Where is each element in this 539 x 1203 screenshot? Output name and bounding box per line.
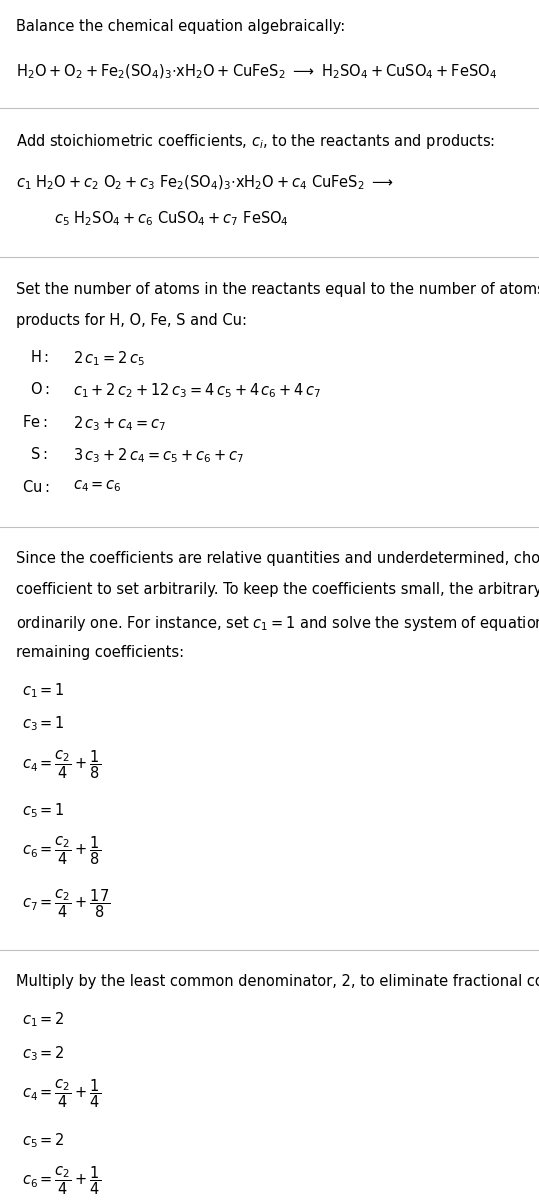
Text: $c_5 = 1$: $c_5 = 1$ [22,801,64,820]
Text: $\mathrm{O:}$: $\mathrm{O:}$ [30,381,49,397]
Text: $c_5 = 2$: $c_5 = 2$ [22,1131,64,1150]
Text: $3\,c_3 + 2\,c_4 = c_5 + c_6 + c_7$: $3\,c_3 + 2\,c_4 = c_5 + c_6 + c_7$ [73,446,244,466]
Text: coefficient to set arbitrarily. To keep the coefficients small, the arbitrary va: coefficient to set arbitrarily. To keep … [16,582,539,597]
Text: Balance the chemical equation algebraically:: Balance the chemical equation algebraica… [16,19,345,34]
Text: $2\,c_1 = 2\,c_5$: $2\,c_1 = 2\,c_5$ [73,349,145,368]
Text: Add stoichiometric coefficients, $c_i$, to the reactants and products:: Add stoichiometric coefficients, $c_i$, … [16,132,495,152]
Text: $c_3 = 2$: $c_3 = 2$ [22,1044,64,1063]
Text: remaining coefficients:: remaining coefficients: [16,645,184,659]
Text: Set the number of atoms in the reactants equal to the number of atoms in the: Set the number of atoms in the reactants… [16,282,539,296]
Text: $c_5\ \mathrm{H_2SO_4} + c_6\ \mathrm{CuSO_4} + c_7\ \mathrm{FeSO_4}$: $c_5\ \mathrm{H_2SO_4} + c_6\ \mathrm{Cu… [54,209,289,229]
Text: $2\,c_3 + c_4 = c_7$: $2\,c_3 + c_4 = c_7$ [73,414,166,433]
Text: $c_4 = \dfrac{c_2}{4} + \dfrac{1}{4}$: $c_4 = \dfrac{c_2}{4} + \dfrac{1}{4}$ [22,1078,101,1110]
Text: Since the coefficients are relative quantities and underdetermined, choose a: Since the coefficients are relative quan… [16,551,539,565]
Text: $\mathrm{Cu:}$: $\mathrm{Cu:}$ [22,479,49,494]
Text: $c_6 = \dfrac{c_2}{4} + \dfrac{1}{8}$: $c_6 = \dfrac{c_2}{4} + \dfrac{1}{8}$ [22,835,101,867]
Text: $\mathrm{H_2O + O_2 + Fe_2(SO_4)_3{\cdot}xH_2O + CuFeS_2}\ \longrightarrow\ \mat: $\mathrm{H_2O + O_2 + Fe_2(SO_4)_3{\cdot… [16,63,497,81]
Text: $\mathrm{Fe:}$: $\mathrm{Fe:}$ [22,414,47,429]
Text: Multiply by the least common denominator, 2, to eliminate fractional coefficient: Multiply by the least common denominator… [16,974,539,989]
Text: products for H, O, Fe, S and Cu:: products for H, O, Fe, S and Cu: [16,313,247,327]
Text: $c_3 = 1$: $c_3 = 1$ [22,715,64,734]
Text: $c_1 = 2$: $c_1 = 2$ [22,1011,64,1030]
Text: ordinarily one. For instance, set $c_1 = 1$ and solve the system of equations fo: ordinarily one. For instance, set $c_1 =… [16,614,539,633]
Text: $c_4 = c_6$: $c_4 = c_6$ [73,479,122,494]
Text: $c_4 = \dfrac{c_2}{4} + \dfrac{1}{8}$: $c_4 = \dfrac{c_2}{4} + \dfrac{1}{8}$ [22,748,101,781]
Text: $\mathrm{S:}$: $\mathrm{S:}$ [30,446,47,462]
Text: $c_1\ \mathrm{H_2O} + c_2\ \mathrm{O_2} + c_3\ \mathrm{Fe_2(SO_4)_3{\cdot}xH_2O}: $c_1\ \mathrm{H_2O} + c_2\ \mathrm{O_2} … [16,173,395,191]
Text: $c_1 + 2\,c_2 + 12\,c_3 = 4\,c_5 + 4\,c_6 + 4\,c_7$: $c_1 + 2\,c_2 + 12\,c_3 = 4\,c_5 + 4\,c_… [73,381,321,401]
Text: $c_1 = 1$: $c_1 = 1$ [22,681,64,700]
Text: $c_6 = \dfrac{c_2}{4} + \dfrac{1}{4}$: $c_6 = \dfrac{c_2}{4} + \dfrac{1}{4}$ [22,1165,101,1197]
Text: $c_7 = \dfrac{c_2}{4} + \dfrac{17}{8}$: $c_7 = \dfrac{c_2}{4} + \dfrac{17}{8}$ [22,888,110,920]
Text: $\mathrm{H:}$: $\mathrm{H:}$ [30,349,49,365]
